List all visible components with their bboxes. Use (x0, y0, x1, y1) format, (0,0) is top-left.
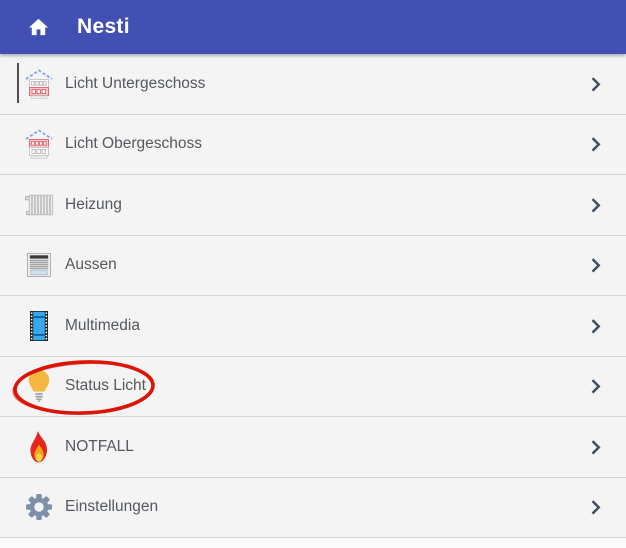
radiator-icon (21, 185, 56, 225)
menu-item-status-licht[interactable]: Status Licht (0, 356, 626, 417)
menu-item-label: NOTFALL (65, 437, 134, 455)
menu-item-label: Aussen (65, 256, 117, 274)
flame-icon (21, 427, 56, 467)
menu-item-einstellungen[interactable]: Einstellungen (0, 477, 626, 538)
window-blind-icon (21, 245, 56, 285)
light-bulb-icon (21, 366, 56, 406)
gear-icon (21, 487, 56, 527)
app-title: Nesti (77, 15, 130, 38)
chevron-right-icon (584, 133, 606, 155)
chevron-right-icon (584, 254, 606, 276)
chevron-right-icon (584, 436, 606, 458)
menu-item-licht-obergeschoss[interactable]: Licht Obergeschoss (0, 114, 626, 175)
chevron-right-icon (584, 194, 606, 216)
menu-item-label: Licht Untergeschoss (65, 74, 206, 92)
menu-item-licht-untergeschoss[interactable]: Licht Untergeschoss (0, 54, 626, 115)
film-strip-icon (21, 306, 56, 346)
menu-list: Licht Untergeschoss (0, 54, 626, 538)
text-cursor-artifact (17, 63, 19, 103)
app-header: Nesti (0, 0, 626, 54)
chevron-right-icon (584, 73, 606, 95)
menu-item-multimedia[interactable]: Multimedia (0, 296, 626, 357)
menu-item-label: Heizung (65, 195, 122, 213)
menu-item-label: Status Licht (65, 377, 146, 395)
menu-item-label: Einstellungen (65, 498, 159, 516)
chevron-right-icon (584, 375, 606, 397)
house-lower-floor-icon (21, 64, 56, 104)
menu-item-aussen[interactable]: Aussen (0, 235, 626, 296)
menu-item-notfall[interactable]: NOTFALL (0, 417, 626, 478)
menu-item-label: Licht Obergeschoss (65, 135, 202, 153)
menu-item-heizung[interactable]: Heizung (0, 175, 626, 236)
menu-item-label: Multimedia (65, 316, 140, 334)
chevron-right-icon (584, 315, 606, 337)
home-icon[interactable] (26, 15, 50, 39)
chevron-right-icon (584, 496, 606, 518)
house-upper-floor-icon (21, 124, 56, 164)
